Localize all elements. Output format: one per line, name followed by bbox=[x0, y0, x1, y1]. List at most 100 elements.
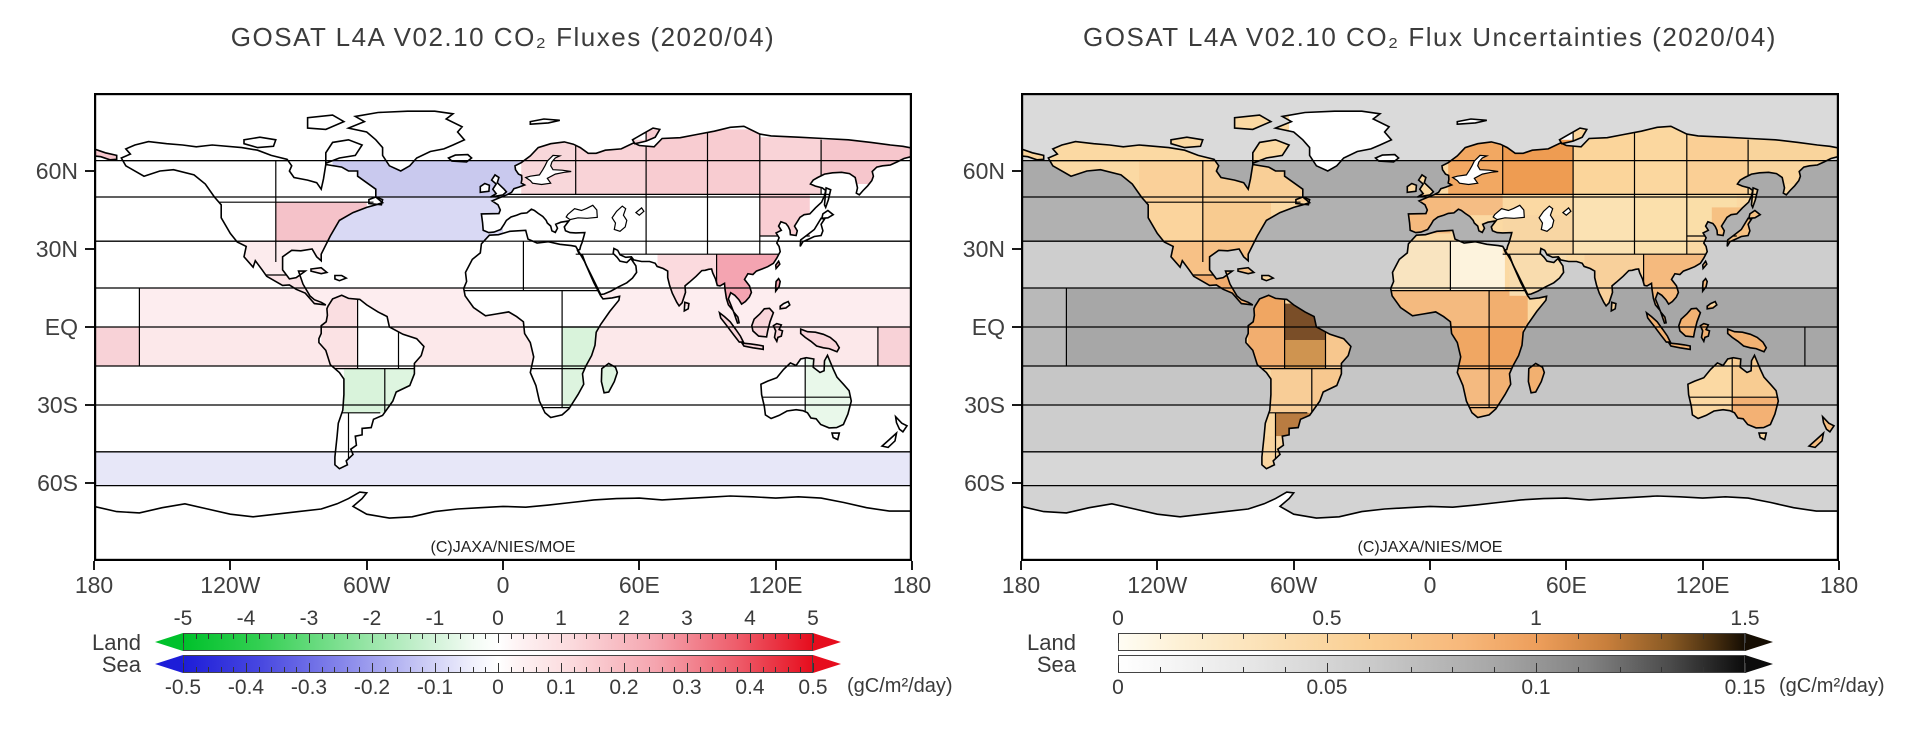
land-cb-tick-label: -1 bbox=[425, 607, 445, 630]
sea-scale-label: Sea bbox=[101, 652, 141, 677]
cb-tick-mark bbox=[1285, 634, 1287, 639]
lon-label-120e: 120E bbox=[1675, 572, 1730, 598]
cb-tick-mark bbox=[372, 663, 373, 672]
cb-tick-mark bbox=[661, 634, 663, 639]
cb-tick-mark bbox=[800, 667, 802, 672]
cb-tick-mark bbox=[775, 667, 777, 672]
cb-tick-mark bbox=[573, 634, 575, 639]
cb-tick-mark bbox=[1661, 667, 1663, 672]
cb-tick-mark bbox=[334, 634, 336, 639]
lat-tick bbox=[85, 482, 94, 484]
cb-tick-mark bbox=[296, 634, 298, 639]
lat-tick bbox=[1012, 170, 1021, 172]
lat-label-60n: 60N bbox=[962, 158, 1005, 184]
land-cb-tick-label: 1 bbox=[555, 607, 567, 630]
lat-label-60s: 60S bbox=[964, 470, 1005, 496]
lon-tick bbox=[638, 561, 641, 570]
cb-tick-mark bbox=[523, 634, 525, 639]
lat-tick bbox=[85, 326, 94, 328]
cb-tick-mark bbox=[435, 663, 436, 672]
cb-tick-mark bbox=[346, 634, 348, 639]
land-colorbar-right-arrow-icon bbox=[1745, 633, 1773, 651]
cb-tick-mark bbox=[460, 634, 462, 639]
flux-title: GOSAT L4A V02.10 CO₂ Fluxes (2020/04) bbox=[230, 22, 776, 52]
lat-tick bbox=[85, 404, 94, 406]
lon-tick bbox=[93, 561, 95, 570]
cb-tick-mark bbox=[687, 634, 688, 643]
cb-tick-mark bbox=[1452, 667, 1454, 672]
cb-tick-mark bbox=[573, 667, 575, 672]
cb-tick-mark bbox=[813, 663, 814, 672]
cb-tick-mark bbox=[510, 634, 512, 639]
cb-tick-mark bbox=[283, 667, 285, 672]
cb-tick-mark bbox=[1452, 634, 1454, 639]
land-cb-tick-label: 1.5 bbox=[1730, 607, 1760, 630]
lat-label-30n: 30N bbox=[35, 236, 78, 262]
lat-label-60n: 60N bbox=[35, 158, 78, 184]
land-cb-tick-label: 3 bbox=[681, 607, 693, 630]
cb-tick-mark bbox=[1536, 634, 1537, 643]
lat-tick bbox=[1012, 482, 1021, 484]
flux-map bbox=[94, 93, 912, 561]
cb-tick-mark bbox=[1494, 667, 1496, 672]
cb-tick-mark bbox=[384, 667, 386, 672]
uncertainty-map bbox=[1021, 93, 1839, 561]
sea-cb-tick-label: -0.5 bbox=[164, 676, 202, 699]
lon-label-60e: 60E bbox=[1545, 572, 1587, 598]
lon-label-120w: 120W bbox=[1127, 572, 1188, 598]
cb-tick-mark bbox=[548, 667, 550, 672]
cb-tick-mark bbox=[246, 634, 247, 643]
lat-tick bbox=[1012, 326, 1021, 328]
lon-tick bbox=[502, 561, 504, 570]
sea-cb-tick-label: -0.2 bbox=[353, 676, 391, 699]
sea-cb-tick-label: 0 bbox=[1112, 676, 1124, 699]
cb-tick-mark bbox=[699, 667, 701, 672]
lon-tick bbox=[365, 561, 368, 570]
cb-tick-mark bbox=[485, 634, 487, 639]
cb-tick-mark bbox=[1745, 663, 1746, 672]
cb-tick-mark bbox=[787, 667, 789, 672]
cb-tick-mark bbox=[397, 634, 399, 639]
cb-tick-mark bbox=[409, 667, 411, 672]
cb-tick-mark bbox=[548, 634, 550, 639]
cb-tick-mark bbox=[271, 634, 273, 639]
lon-label-120e: 120E bbox=[748, 572, 803, 598]
lon-tick bbox=[1429, 561, 1431, 570]
cb-tick-mark bbox=[636, 634, 638, 639]
uncertainty-map-svg bbox=[1021, 93, 1839, 561]
cb-tick-mark bbox=[1159, 634, 1161, 639]
cb-tick-mark bbox=[321, 634, 323, 639]
flux-attribution: (C)JAXA/NIES/MOE bbox=[430, 539, 576, 556]
cb-tick-mark bbox=[258, 667, 260, 672]
cb-tick-mark bbox=[1201, 634, 1203, 639]
cb-tick-mark bbox=[523, 667, 525, 672]
cb-tick-mark bbox=[1201, 667, 1203, 672]
uncertainty-land-colorbar bbox=[1118, 633, 1745, 651]
cb-tick-mark bbox=[712, 667, 714, 672]
uncertainty-title: GOSAT L4A V02.10 CO₂ Flux Uncertainties … bbox=[1083, 22, 1777, 52]
cb-tick-mark bbox=[510, 667, 512, 672]
cb-tick-mark bbox=[1410, 667, 1412, 672]
cb-tick-mark bbox=[1243, 634, 1245, 639]
cb-tick-mark bbox=[762, 634, 764, 639]
cb-tick-mark bbox=[561, 634, 562, 643]
cb-tick-mark bbox=[447, 667, 449, 672]
cb-tick-mark bbox=[649, 667, 651, 672]
cb-tick-mark bbox=[611, 634, 613, 639]
cb-tick-mark bbox=[422, 634, 424, 639]
cb-tick-mark bbox=[750, 634, 751, 643]
land-cb-tick-label: 5 bbox=[807, 607, 819, 630]
sea-cb-tick-label: 0.05 bbox=[1306, 676, 1348, 699]
cb-tick-mark bbox=[372, 634, 373, 643]
cb-tick-mark bbox=[1577, 667, 1579, 672]
cb-tick-mark bbox=[561, 663, 562, 672]
cb-tick-mark bbox=[183, 634, 184, 643]
cb-tick-mark bbox=[624, 663, 625, 672]
cb-tick-mark bbox=[283, 634, 285, 639]
cb-tick-mark bbox=[687, 663, 688, 672]
cb-tick-mark bbox=[435, 634, 436, 643]
sea-cb-tick-label: 0.2 bbox=[609, 676, 639, 699]
cb-tick-mark bbox=[309, 663, 310, 672]
lat-tick bbox=[85, 248, 94, 250]
cb-tick-mark bbox=[1661, 634, 1663, 639]
